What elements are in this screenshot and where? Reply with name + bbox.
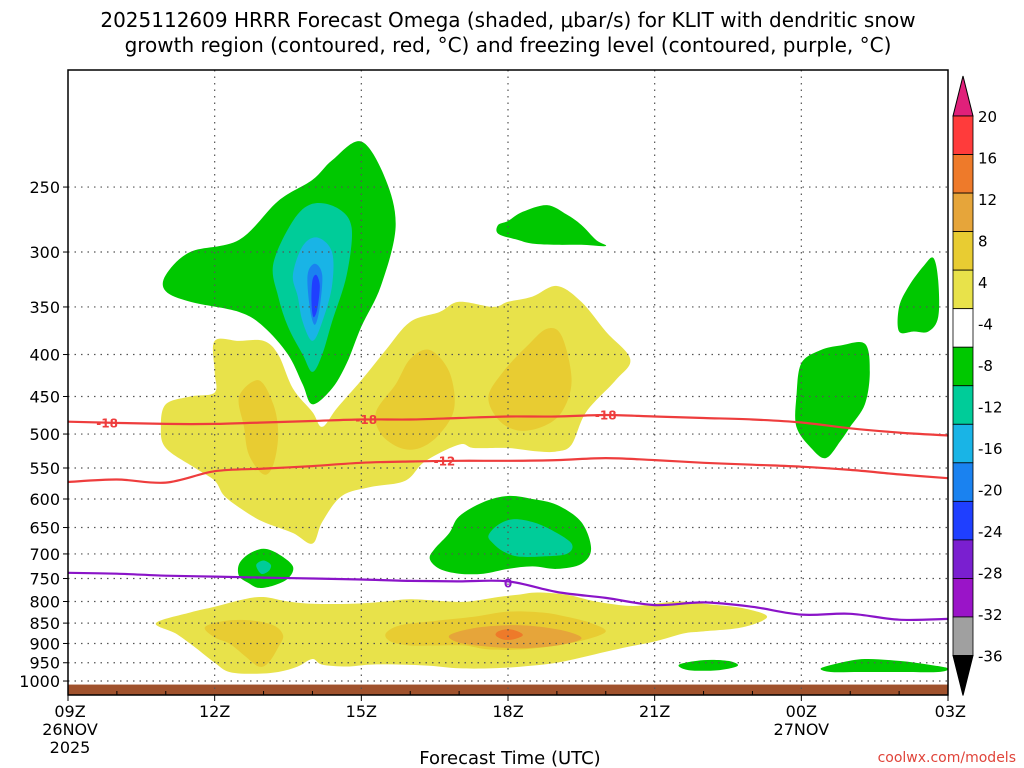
y-tick-label-900: 900 xyxy=(29,634,60,653)
colorbar-segment-9 xyxy=(952,462,974,502)
contour-lines xyxy=(68,413,948,622)
x-axis-label: Forecast Time (UTC) xyxy=(419,748,600,768)
y-tick-label-450: 450 xyxy=(29,387,60,406)
colorbar-label-8: 8 xyxy=(978,233,988,251)
omega-region-16 xyxy=(238,380,279,475)
x-tick-label-21Z: 21Z xyxy=(639,702,670,721)
x-tick-label-12Z: 12Z xyxy=(199,702,230,721)
omega-shading xyxy=(155,141,948,674)
x-tick-sublabel-09Z: 26NOV xyxy=(42,720,98,739)
colorbar-label-4: 4 xyxy=(978,274,988,292)
y-axis: 2503003504004505005506006507007508008509… xyxy=(19,178,68,691)
colorbar-segment-11 xyxy=(952,539,974,579)
colorbar-label--16: -16 xyxy=(978,440,1003,458)
x-tick-label-15Z: 15Z xyxy=(346,702,377,721)
colorbar-label-20: 20 xyxy=(978,108,997,126)
colorbar-segment-3 xyxy=(952,231,974,271)
colorbar-segment-5 xyxy=(952,308,974,348)
contour-label-2: -18 xyxy=(595,409,617,423)
y-tick-label-700: 700 xyxy=(29,545,60,564)
x-tick-label-00Z: 00Z xyxy=(786,702,817,721)
colorbar-segment-10 xyxy=(952,500,974,541)
colorbar-label--8: -8 xyxy=(978,357,993,375)
omega-region-23 xyxy=(495,629,523,641)
omega-region-11 xyxy=(897,257,940,334)
omega-region-10 xyxy=(795,341,870,459)
colorbar-label--28: -28 xyxy=(978,565,1003,583)
y-tick-label-550: 550 xyxy=(29,459,60,478)
title-line-2: growth region (contoured, red, °C) and f… xyxy=(125,33,892,57)
colorbar-label--32: -32 xyxy=(978,606,1003,624)
contour-label-3: -12 xyxy=(434,454,456,468)
colorbar-segment-2 xyxy=(952,192,974,233)
y-tick-label-400: 400 xyxy=(29,346,60,365)
x-tick-sublabel-00Z: 27NOV xyxy=(774,720,830,739)
ground-band xyxy=(68,684,948,695)
y-tick-label-500: 500 xyxy=(29,425,60,444)
colorbar-under-arrow xyxy=(952,655,974,696)
colorbar-segment-4 xyxy=(952,269,974,310)
colorbar-label--36: -36 xyxy=(978,648,1003,666)
y-tick-label-300: 300 xyxy=(29,243,60,262)
colorbar-segment-0 xyxy=(952,115,974,155)
colorbar-segment-1 xyxy=(952,154,974,194)
omega-region-13 xyxy=(820,658,948,673)
y-tick-label-950: 950 xyxy=(29,654,60,673)
y-tick-label-800: 800 xyxy=(29,593,60,612)
contour-2 xyxy=(68,571,948,622)
omega-region-4 xyxy=(311,274,320,318)
contour-label-4: 0 xyxy=(504,577,512,591)
y-tick-label-1000: 1000 xyxy=(19,672,60,691)
y-tick-label-750: 750 xyxy=(29,570,60,589)
y-tick-label-850: 850 xyxy=(29,614,60,633)
colorbar-segment-12 xyxy=(952,578,974,618)
colorbar-label-12: 12 xyxy=(978,191,997,209)
title-line-1: 2025112609 HRRR Forecast Omega (shaded, … xyxy=(100,8,915,32)
colorbar: 20 16 12 8 4 -4 -8 -12 -16 -20 -24 -28 -32 -36 xyxy=(952,75,1003,696)
omega-region-17 xyxy=(375,349,455,450)
contour-1 xyxy=(68,456,948,484)
omega-region-5 xyxy=(496,205,607,247)
omega-region-7 xyxy=(488,519,573,557)
grid-lines xyxy=(68,70,948,695)
y-tick-label-250: 250 xyxy=(29,178,60,197)
colorbar-segment-6 xyxy=(952,346,974,387)
colorbar-label--20: -20 xyxy=(978,482,1003,500)
contour-0 xyxy=(68,413,948,437)
colorbar-label--4: -4 xyxy=(978,316,993,334)
colorbar-segment-8 xyxy=(952,423,974,464)
y-tick-label-350: 350 xyxy=(29,298,60,317)
credit-text: coolwx.com/models xyxy=(878,750,1016,766)
colorbar-label--24: -24 xyxy=(978,523,1003,541)
plot-area: -18 -18 -18 -12 0 xyxy=(67,69,949,696)
colorbar-over-arrow xyxy=(952,75,974,117)
x-tick-year-09Z: 2025 xyxy=(50,738,91,757)
contour-label-1: -18 xyxy=(355,413,377,427)
y-tick-label-650: 650 xyxy=(29,519,60,538)
colorbar-segment-13 xyxy=(952,616,974,656)
x-tick-label-09Z: 09Z xyxy=(54,702,85,721)
colorbar-segment-7 xyxy=(952,385,974,425)
omega-region-9 xyxy=(256,560,272,575)
omega-region-18 xyxy=(488,327,572,431)
contour-label-0: -18 xyxy=(96,417,118,431)
colorbar-label--12: -12 xyxy=(978,399,1003,417)
y-tick-label-600: 600 xyxy=(29,490,60,509)
x-tick-label-18Z: 18Z xyxy=(492,702,523,721)
colorbar-label-16: 16 xyxy=(978,150,997,168)
contour-labels: -18 -18 -18 -12 0 xyxy=(96,409,617,591)
x-tick-label-03Z: 03Z xyxy=(935,702,966,721)
